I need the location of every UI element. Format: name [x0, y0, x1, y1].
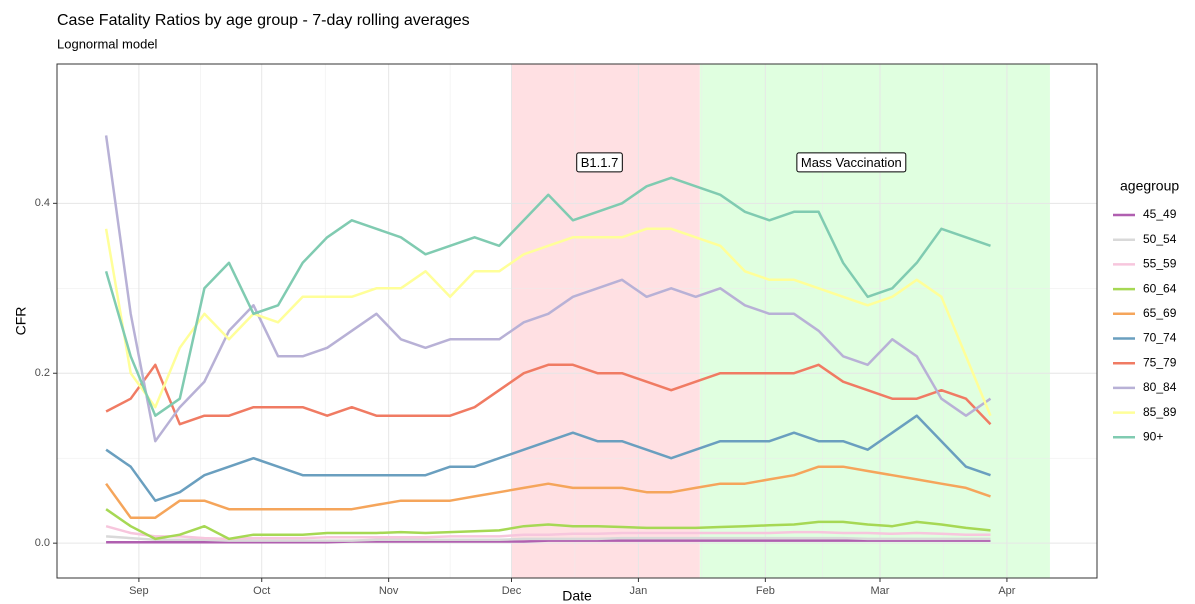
chart-title: Case Fatality Ratios by age group - 7-da… — [57, 12, 470, 29]
y-tick-label: 0.2 — [35, 367, 50, 379]
series-line — [105, 524, 991, 541]
legend-label: 80_84 — [1143, 380, 1177, 394]
x-tick-label: Mar — [871, 585, 890, 597]
annotation-label: Mass Vaccination — [801, 155, 902, 170]
legend-label: 65_69 — [1143, 306, 1177, 320]
x-tick-label: Nov — [379, 585, 399, 597]
series-line — [105, 508, 991, 541]
legend-label: 90+ — [1143, 429, 1163, 443]
series-line — [105, 363, 992, 426]
legend-label: 45_49 — [1143, 207, 1177, 221]
x-tick-label: Sep — [129, 585, 149, 597]
legend-label: 60_64 — [1143, 281, 1177, 295]
legend-label: 55_59 — [1143, 257, 1177, 271]
legend-label: 75_79 — [1143, 355, 1177, 369]
series-line — [104, 176, 991, 417]
y-tick-label: 0.4 — [35, 197, 50, 209]
annotation-label: B1.1.7 — [581, 155, 619, 170]
y-axis-label: CFR — [13, 307, 29, 336]
series-line — [106, 535, 991, 542]
x-tick-label: Feb — [756, 585, 775, 597]
series-line — [105, 414, 991, 502]
legend-title: agegroup — [1120, 178, 1179, 194]
panel-border — [56, 63, 1098, 579]
series-line — [106, 539, 991, 544]
y-tick-label: 0.0 — [35, 537, 50, 549]
annotation-box — [796, 152, 907, 173]
x-tick-label: Jan — [630, 585, 648, 597]
annotation-band — [511, 64, 700, 578]
series-line — [105, 465, 991, 519]
x-tick-label: Dec — [502, 585, 522, 597]
legend-label: 50_54 — [1143, 232, 1177, 246]
chart-subtitle: Lognormal model — [57, 36, 158, 51]
x-tick-label: Oct — [253, 585, 270, 597]
annotation-band — [699, 64, 1050, 578]
x-axis-label: Date — [562, 588, 592, 604]
legend-label: 70_74 — [1143, 331, 1177, 345]
x-tick-label: Apr — [998, 585, 1015, 597]
series-line — [104, 135, 992, 443]
legend-label: 85_89 — [1143, 405, 1177, 419]
annotation-box — [576, 152, 623, 173]
